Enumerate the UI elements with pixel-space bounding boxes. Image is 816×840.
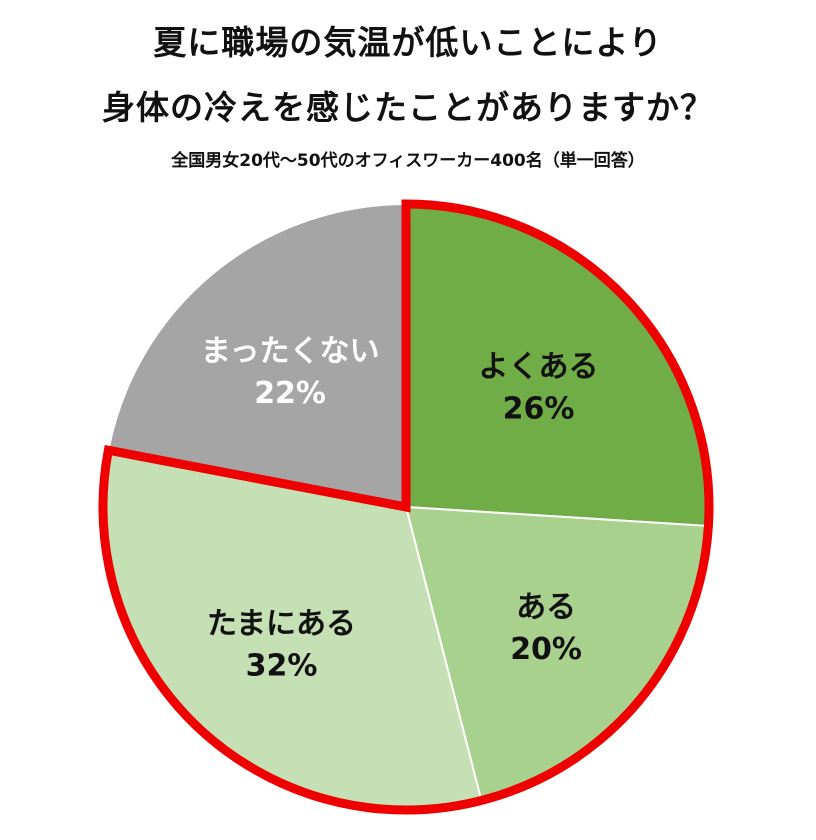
pie-slice-4 — [107, 202, 407, 509]
pie-slice-3-value-label: 32% — [246, 649, 318, 684]
pie-slice-1-value-label: 26% — [503, 392, 575, 427]
pie-slice-4-label-group: まったくない 22% — [201, 334, 380, 411]
pie-slice-2-label: ある — [516, 590, 576, 625]
pie-slice-2-value-label: 20% — [510, 632, 582, 667]
pie-slice-1-label-group: よくある 26% — [479, 350, 599, 427]
pie-slice-4-label: まったくない — [201, 334, 380, 369]
pie-slice-3-label-group: たまにある 32% — [207, 607, 356, 684]
pie-slice-2-label-group: ある 20% — [510, 590, 582, 667]
chart-title-line-2: 身体の冷えを感じたことがありますか？ — [102, 88, 714, 127]
highlight-outline — [98, 199, 714, 815]
chart-title-line-1: 夏に職場の気温が低いことにより — [153, 23, 663, 62]
pie-slice-1-label: よくある — [479, 350, 599, 385]
chart-subtitle: 全国男女20代～50代のオフィスワーカー400名（単一回答） — [171, 151, 645, 171]
pie-slice-3-label: たまにある — [207, 607, 356, 642]
pie-slice-4-value-label: 22% — [254, 376, 326, 411]
